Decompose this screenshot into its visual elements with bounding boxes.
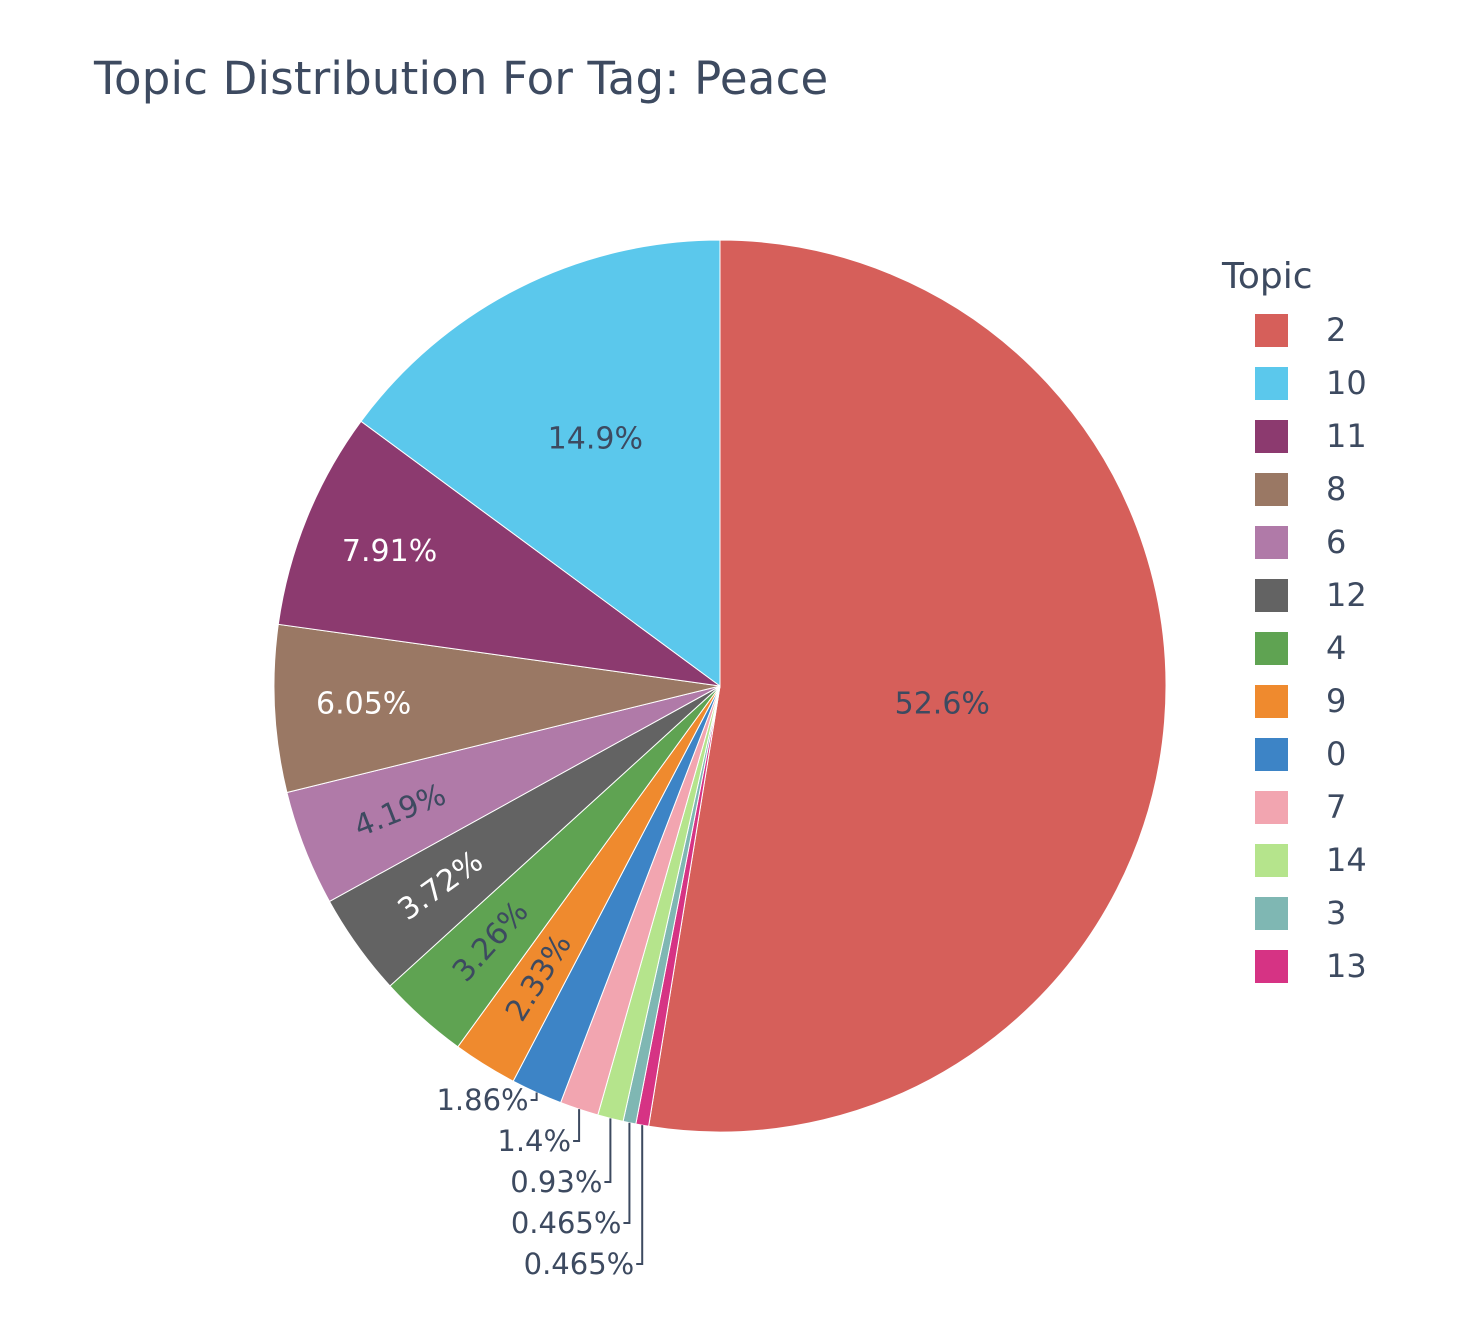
legend-item-topic-12[interactable]: 12 xyxy=(1255,576,1367,614)
legend-label: 6 xyxy=(1326,523,1346,561)
slice-label-topic-11: 7.91% xyxy=(342,534,437,569)
legend-label: 4 xyxy=(1326,629,1346,667)
legend-swatch xyxy=(1255,897,1288,930)
leader-line-topic-13 xyxy=(636,1125,644,1265)
slice-label-topic-10: 14.9% xyxy=(548,422,643,457)
legend-swatch xyxy=(1255,420,1288,453)
pie-slice-topic-11[interactable] xyxy=(277,420,721,687)
legend-item-topic-6[interactable]: 6 xyxy=(1255,523,1346,561)
slice-label-topic-0: 1.86% xyxy=(436,1083,528,1117)
legend-item-topic-9[interactable]: 9 xyxy=(1255,682,1346,720)
slice-label-topic-3: 0.465% xyxy=(511,1206,622,1240)
pie-slice-topic-10[interactable] xyxy=(360,239,721,687)
legend-swatch xyxy=(1255,844,1288,877)
legend-item-topic-2[interactable]: 2 xyxy=(1255,311,1346,349)
pie-slices xyxy=(273,239,1167,1133)
legend-label: 7 xyxy=(1326,788,1346,826)
legend: Topic 2 10 11 8 6 12 4 9 0 7 14 3 13 xyxy=(1221,256,1367,985)
leader-line-topic-7 xyxy=(573,1109,581,1142)
legend-item-topic-3[interactable]: 3 xyxy=(1255,894,1346,932)
legend-swatch xyxy=(1255,791,1288,824)
legend-label: 3 xyxy=(1326,894,1346,932)
legend-item-topic-10[interactable]: 10 xyxy=(1255,364,1367,402)
legend-title: Topic xyxy=(1221,256,1313,297)
legend-item-topic-14[interactable]: 14 xyxy=(1255,841,1367,879)
pie-slice-topic-8[interactable] xyxy=(273,623,721,794)
legend-swatch xyxy=(1255,685,1288,718)
slice-label-topic-8: 6.05% xyxy=(316,687,411,722)
legend-item-topic-4[interactable]: 4 xyxy=(1255,629,1346,667)
legend-label: 13 xyxy=(1326,947,1367,985)
legend-label: 8 xyxy=(1326,470,1346,508)
slice-label-topic-13: 0.465% xyxy=(524,1247,635,1281)
legend-item-topic-7[interactable]: 7 xyxy=(1255,788,1346,826)
legend-label: 14 xyxy=(1326,841,1367,879)
legend-item-topic-8[interactable]: 8 xyxy=(1255,470,1346,508)
legend-swatch xyxy=(1255,526,1288,559)
legend-swatch xyxy=(1255,738,1288,771)
legend-label: 2 xyxy=(1326,311,1346,349)
slice-label-topic-2: 52.6% xyxy=(895,686,990,721)
legend-label: 9 xyxy=(1326,682,1346,720)
leader-line-topic-14 xyxy=(604,1118,612,1183)
legend-swatch xyxy=(1255,579,1288,612)
legend-item-topic-13[interactable]: 13 xyxy=(1255,947,1367,985)
legend-label: 12 xyxy=(1326,576,1367,614)
pie-slice-topic-2[interactable] xyxy=(648,239,1167,1133)
legend-label: 0 xyxy=(1326,735,1346,773)
legend-swatch xyxy=(1255,314,1288,347)
legend-swatch xyxy=(1255,473,1288,506)
legend-label: 10 xyxy=(1326,364,1367,402)
leader-line-topic-0 xyxy=(530,1092,538,1101)
legend-item-topic-11[interactable]: 11 xyxy=(1255,417,1367,455)
chart-title: Topic Distribution For Tag: Peace xyxy=(94,52,829,105)
legend-swatch xyxy=(1255,367,1288,400)
legend-label: 11 xyxy=(1326,417,1367,455)
leader-line-topic-3 xyxy=(623,1122,631,1224)
legend-item-topic-0[interactable]: 0 xyxy=(1255,735,1346,773)
legend-swatch xyxy=(1255,632,1288,665)
slice-label-topic-7: 1.4% xyxy=(497,1124,571,1158)
slice-label-topic-14: 0.93% xyxy=(510,1165,602,1199)
legend-swatch xyxy=(1255,950,1288,983)
